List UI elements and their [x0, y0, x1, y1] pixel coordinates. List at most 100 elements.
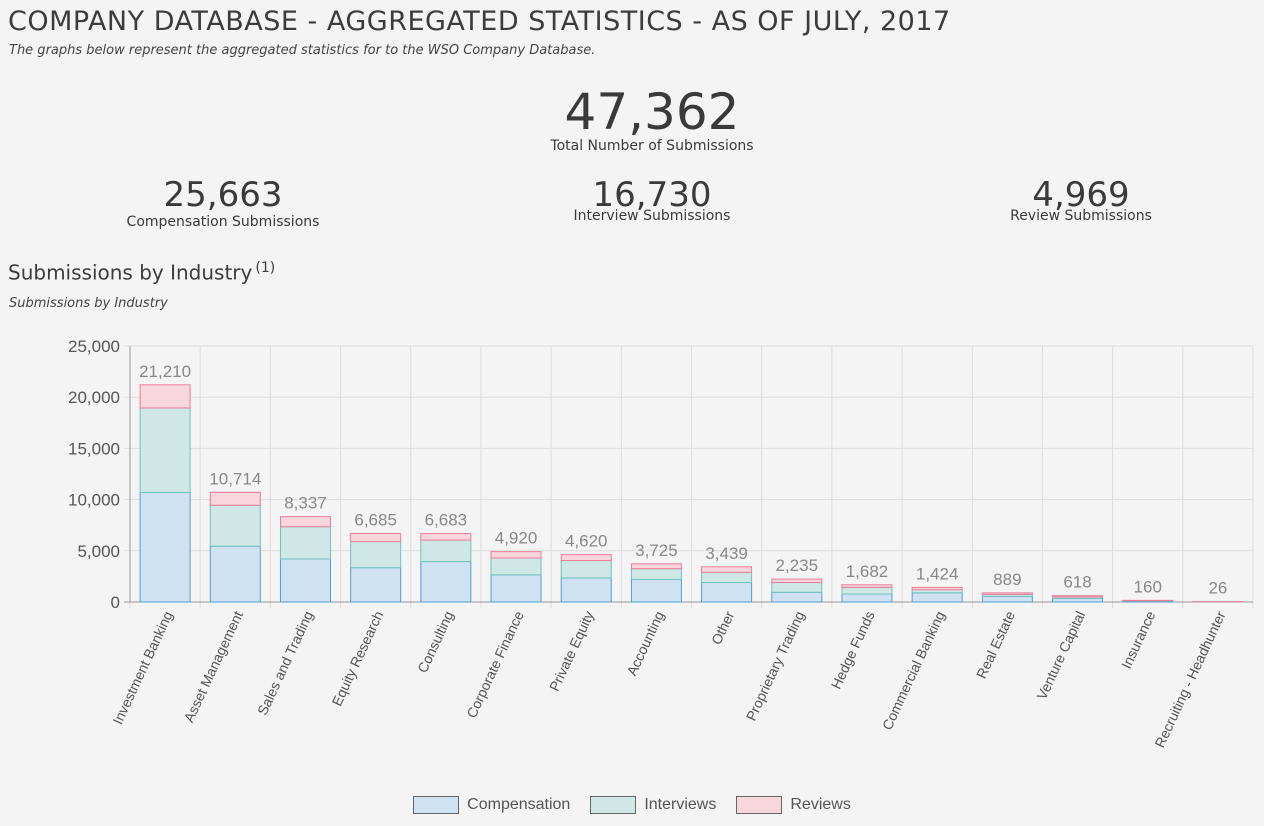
- chart-legend: Compensation Interviews Reviews: [0, 796, 1264, 814]
- bar-total-label: 6,685: [354, 511, 397, 530]
- bar-compensation: [771, 591, 823, 603]
- legend-swatch-reviews: [736, 796, 783, 814]
- x-tick-label: Commercial Banking: [879, 609, 948, 733]
- bar-compensation: [1052, 597, 1104, 603]
- bar-interviews: [701, 571, 753, 584]
- x-tick-label: Recruiting - Headhunter: [1151, 608, 1228, 750]
- x-tick-label: Sales and Trading: [254, 609, 316, 718]
- submissions-by-industry-chart: 0 5,000 10,000 15,000 20,000 25,000 21,210 Inve…: [68, 337, 1254, 750]
- review-submissions-label: Review Submissions: [1010, 208, 1152, 224]
- bar-reviews: [1052, 595, 1104, 598]
- bar-compensation: [350, 567, 402, 603]
- legend-item-reviews[interactable]: Reviews: [736, 796, 851, 814]
- bar-compensation: [911, 592, 963, 603]
- legend-label-reviews: Reviews: [790, 796, 851, 813]
- bar-reviews: [490, 551, 542, 559]
- bar-total-label: 3,439: [705, 544, 748, 563]
- bar-interviews: [420, 539, 472, 563]
- compensation-submissions-stat: 25,663 Compensation Submissions: [73, 176, 373, 230]
- bar-compensation: [630, 578, 682, 603]
- x-tick-label: Accounting: [623, 609, 667, 679]
- bar-interviews: [279, 526, 331, 560]
- bar-reviews: [701, 566, 753, 573]
- y-tick-label: 10,000: [68, 491, 120, 510]
- x-tick-label: Investment Banking: [109, 609, 175, 727]
- bar-reviews: [981, 592, 1033, 595]
- bar-compensation: [420, 561, 472, 603]
- interview-submissions-label: Interview Submissions: [573, 208, 731, 224]
- total-submissions-stat: 47,362 Total Number of Submissions: [452, 86, 852, 154]
- legend-label-interviews: Interviews: [644, 796, 717, 813]
- x-tick-label: Asset Management: [181, 608, 247, 724]
- y-tick-label: 20,000: [68, 388, 120, 407]
- interview-submissions-value: 16,730: [592, 175, 712, 215]
- x-tick-label: Proprietary Trading: [743, 609, 808, 724]
- bar-reviews: [139, 384, 191, 409]
- x-tick-label: Real Estate: [973, 608, 1018, 681]
- interview-submissions-stat: 16,730 Interview Submissions: [502, 176, 802, 224]
- legend-swatch-interviews: [590, 796, 637, 814]
- bar-total-label: 160: [1134, 577, 1162, 596]
- bar-reviews: [209, 491, 261, 506]
- bar-reviews: [630, 563, 682, 570]
- bar-compensation: [490, 574, 542, 603]
- bar-interviews: [841, 586, 893, 595]
- compensation-submissions-value: 25,663: [163, 175, 283, 215]
- x-tick-label: Insurance: [1118, 608, 1159, 671]
- legend-label-compensation: Compensation: [467, 796, 571, 813]
- bar-total-label: 10,714: [209, 469, 261, 488]
- y-tick-label: 15,000: [68, 439, 120, 458]
- bar-total-label: 6,683: [425, 511, 468, 530]
- bar-interviews: [771, 582, 823, 593]
- bar-total-label: 1,424: [916, 564, 959, 583]
- bar-reviews: [279, 516, 331, 528]
- total-submissions-value: 47,362: [564, 83, 740, 141]
- bar-interviews: [630, 568, 682, 580]
- bar-total-label: 1,682: [846, 562, 889, 581]
- bar-reviews: [911, 586, 963, 591]
- bar-reviews: [771, 578, 823, 584]
- bar-total-label: 4,620: [565, 532, 608, 551]
- page-subtitle: The graphs below represent the aggregate…: [9, 43, 596, 58]
- legend-swatch-compensation: [413, 796, 460, 814]
- x-tick-label: Other: [708, 608, 737, 647]
- bar-compensation: [279, 558, 331, 603]
- bar-total-label: 618: [1063, 573, 1091, 592]
- y-tick-label: 5,000: [77, 542, 120, 561]
- x-tick-label: Equity Research: [328, 609, 386, 709]
- bar-total-label: 8,337: [284, 494, 327, 513]
- total-submissions-label: Total Number of Submissions: [550, 138, 754, 154]
- bar-total-label: 2,235: [776, 556, 819, 575]
- section-footnote: (1): [255, 260, 276, 276]
- x-tick-label: Corporate Finance: [463, 608, 527, 720]
- legend-item-interviews[interactable]: Interviews: [590, 796, 716, 814]
- section-title: Submissions by Industry (1): [8, 260, 275, 285]
- review-submissions-value: 4,969: [1032, 175, 1130, 215]
- bar-reviews: [560, 554, 612, 562]
- compensation-submissions-label: Compensation Submissions: [126, 214, 320, 230]
- bar-compensation: [209, 545, 261, 603]
- bar-compensation: [981, 595, 1033, 603]
- page-title: COMPANY DATABASE - AGGREGATED STATISTICS…: [8, 6, 951, 37]
- section-subtitle: Submissions by Industry: [9, 296, 168, 311]
- bar-interviews: [139, 407, 191, 493]
- bar-interviews: [560, 560, 612, 579]
- bar-interviews: [350, 541, 402, 569]
- bar-compensation: [139, 491, 191, 603]
- section-title-text: Submissions by Industry: [8, 260, 253, 285]
- x-tick-label: Consulting: [414, 609, 456, 676]
- bar-total-label: 3,725: [635, 541, 678, 560]
- bar-interviews: [209, 504, 261, 547]
- bar-total-label: 889: [993, 570, 1021, 589]
- x-tick-label: Private Equity: [546, 609, 597, 694]
- y-tick-label: 25,000: [68, 337, 120, 356]
- bar-compensation: [701, 582, 753, 603]
- legend-item-compensation[interactable]: Compensation: [413, 796, 570, 814]
- bar-reviews: [841, 584, 893, 588]
- x-tick-label: Hedge Funds: [828, 609, 878, 692]
- bar-reviews: [420, 533, 472, 541]
- bar-compensation: [841, 593, 893, 603]
- bar-compensation: [560, 577, 612, 603]
- bar-total-label: 26: [1208, 579, 1227, 598]
- review-submissions-stat: 4,969 Review Submissions: [931, 176, 1231, 224]
